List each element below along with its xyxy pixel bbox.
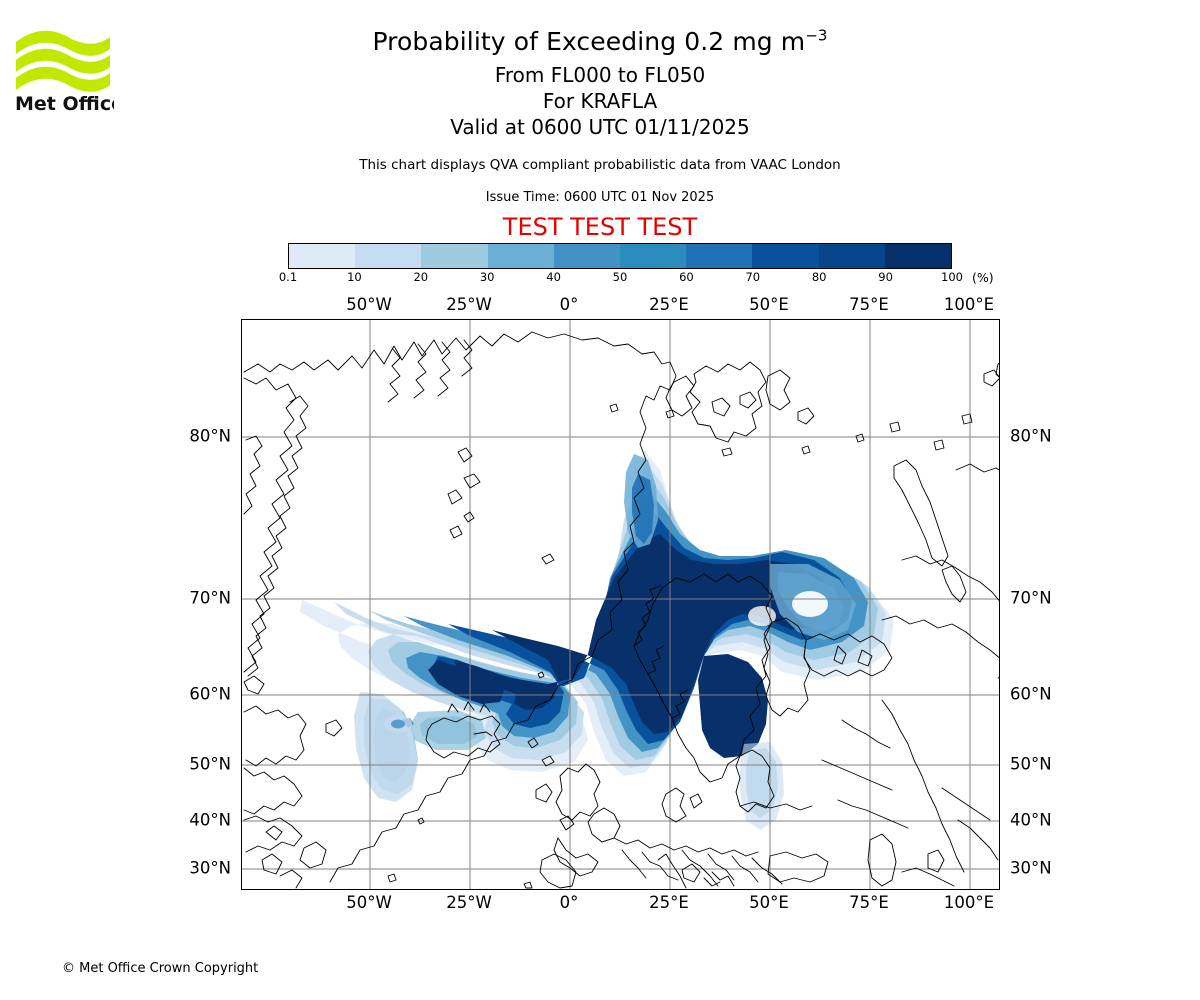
lat-tick-right-80°N: 80°N — [1010, 426, 1052, 446]
ash-plume-field — [300, 450, 894, 830]
lon-tick-50°E: 50°E — [749, 893, 789, 912]
colorbar-tick-30: 30 — [479, 270, 495, 284]
map-plot-area[interactable] — [241, 319, 1000, 890]
page-title: Probability of Exceeding 0.2 mg m−3 — [0, 27, 1200, 56]
lat-tick-left-30°N: 30°N — [189, 858, 231, 878]
qva-disclaimer: This chart displays QVA compliant probab… — [359, 157, 841, 173]
colorbar-tick-10: 10 — [347, 270, 362, 284]
colorbar-swatch-1 — [355, 244, 422, 268]
colorbar-swatch-9 — [884, 244, 952, 268]
valid-time-subtitle: Valid at 0600 UTC 01/11/2025 — [450, 115, 750, 139]
lat-tick-left-60°N: 60°N — [189, 684, 231, 704]
colorbar-swatch-4 — [553, 244, 621, 268]
coastlines — [243, 331, 999, 889]
issue-time-label: Issue Time: 0600 UTC 01 Nov 2025 — [485, 190, 715, 205]
test-banner: TEST TEST TEST — [502, 213, 698, 241]
colorbar-tick-80: 80 — [811, 270, 827, 284]
colorbar-tick-20: 20 — [413, 270, 429, 284]
colorbar-tick-40: 40 — [546, 270, 561, 284]
lon-tick-0°: 0° — [559, 295, 579, 314]
lat-tick-right-40°N: 40°N — [1010, 810, 1052, 830]
colorbar-tick-50: 50 — [612, 270, 628, 284]
lon-tick-25°E: 25°E — [649, 893, 689, 912]
colorbar-swatch-0 — [289, 244, 356, 268]
lon-tick-50°E: 50°E — [749, 295, 789, 314]
colorbar-tick-60: 60 — [679, 270, 694, 284]
colorbar-gradient — [288, 243, 952, 269]
lon-tick-100°E: 100°E — [943, 295, 995, 314]
lon-tick-75°E: 75°E — [849, 893, 889, 912]
lon-tick-75°E: 75°E — [849, 295, 889, 314]
lon-tick-25°W: 25°W — [446, 893, 492, 912]
flight-level-subtitle: From FL000 to FL050 — [494, 63, 706, 87]
colorbar-tick-70: 70 — [745, 270, 761, 284]
colorbar-swatch-5 — [620, 244, 687, 268]
met-office-wordmark: Met Office — [15, 93, 114, 114]
map-gridlines — [242, 320, 999, 889]
lat-tick-left-80°N: 80°N — [189, 426, 231, 446]
lat-tick-right-60°N: 60°N — [1010, 684, 1052, 704]
met-office-logo: Met Office — [14, 24, 114, 114]
lon-tick-0°: 0° — [559, 893, 579, 912]
lat-tick-right-70°N: 70°N — [1010, 588, 1052, 608]
lat-tick-right-30°N: 30°N — [1010, 858, 1052, 878]
colorbar-tick-0.1: 0.1 — [278, 270, 298, 284]
page-title-text: Probability of Exceeding 0.2 mg m — [372, 27, 806, 56]
colorbar-swatch-7 — [752, 244, 819, 268]
colorbar-tick-labels: 0.1 10 20 30 40 50 60 70 80 90 100 — [279, 270, 963, 286]
colorbar-swatch-6 — [686, 244, 753, 268]
colorbar-unit-label: (%) — [972, 270, 994, 285]
lat-tick-left-40°N: 40°N — [189, 810, 231, 830]
map-canvas — [242, 320, 999, 889]
page-title-exponent: −3 — [805, 26, 828, 45]
copyright-notice: © Met Office Crown Copyright — [62, 961, 259, 976]
colorbar-swatch-3 — [487, 244, 554, 268]
lon-tick-25°E: 25°E — [649, 295, 689, 314]
volcano-subtitle: For KRAFLA — [542, 89, 658, 113]
lon-tick-100°E: 100°E — [943, 893, 995, 912]
lon-tick-25°W: 25°W — [446, 295, 492, 314]
colorbar-tick-90: 90 — [878, 270, 893, 284]
probability-colorbar — [288, 243, 952, 269]
lat-tick-left-50°N: 50°N — [189, 754, 231, 774]
colorbar-swatch-2 — [421, 244, 488, 268]
lon-tick-50°W: 50°W — [346, 893, 392, 912]
lon-tick-50°W: 50°W — [346, 295, 392, 314]
colorbar-swatch-8 — [818, 244, 885, 268]
colorbar-tick-100: 100 — [941, 270, 963, 284]
lat-tick-left-70°N: 70°N — [189, 588, 231, 608]
lat-tick-right-50°N: 50°N — [1010, 754, 1052, 774]
